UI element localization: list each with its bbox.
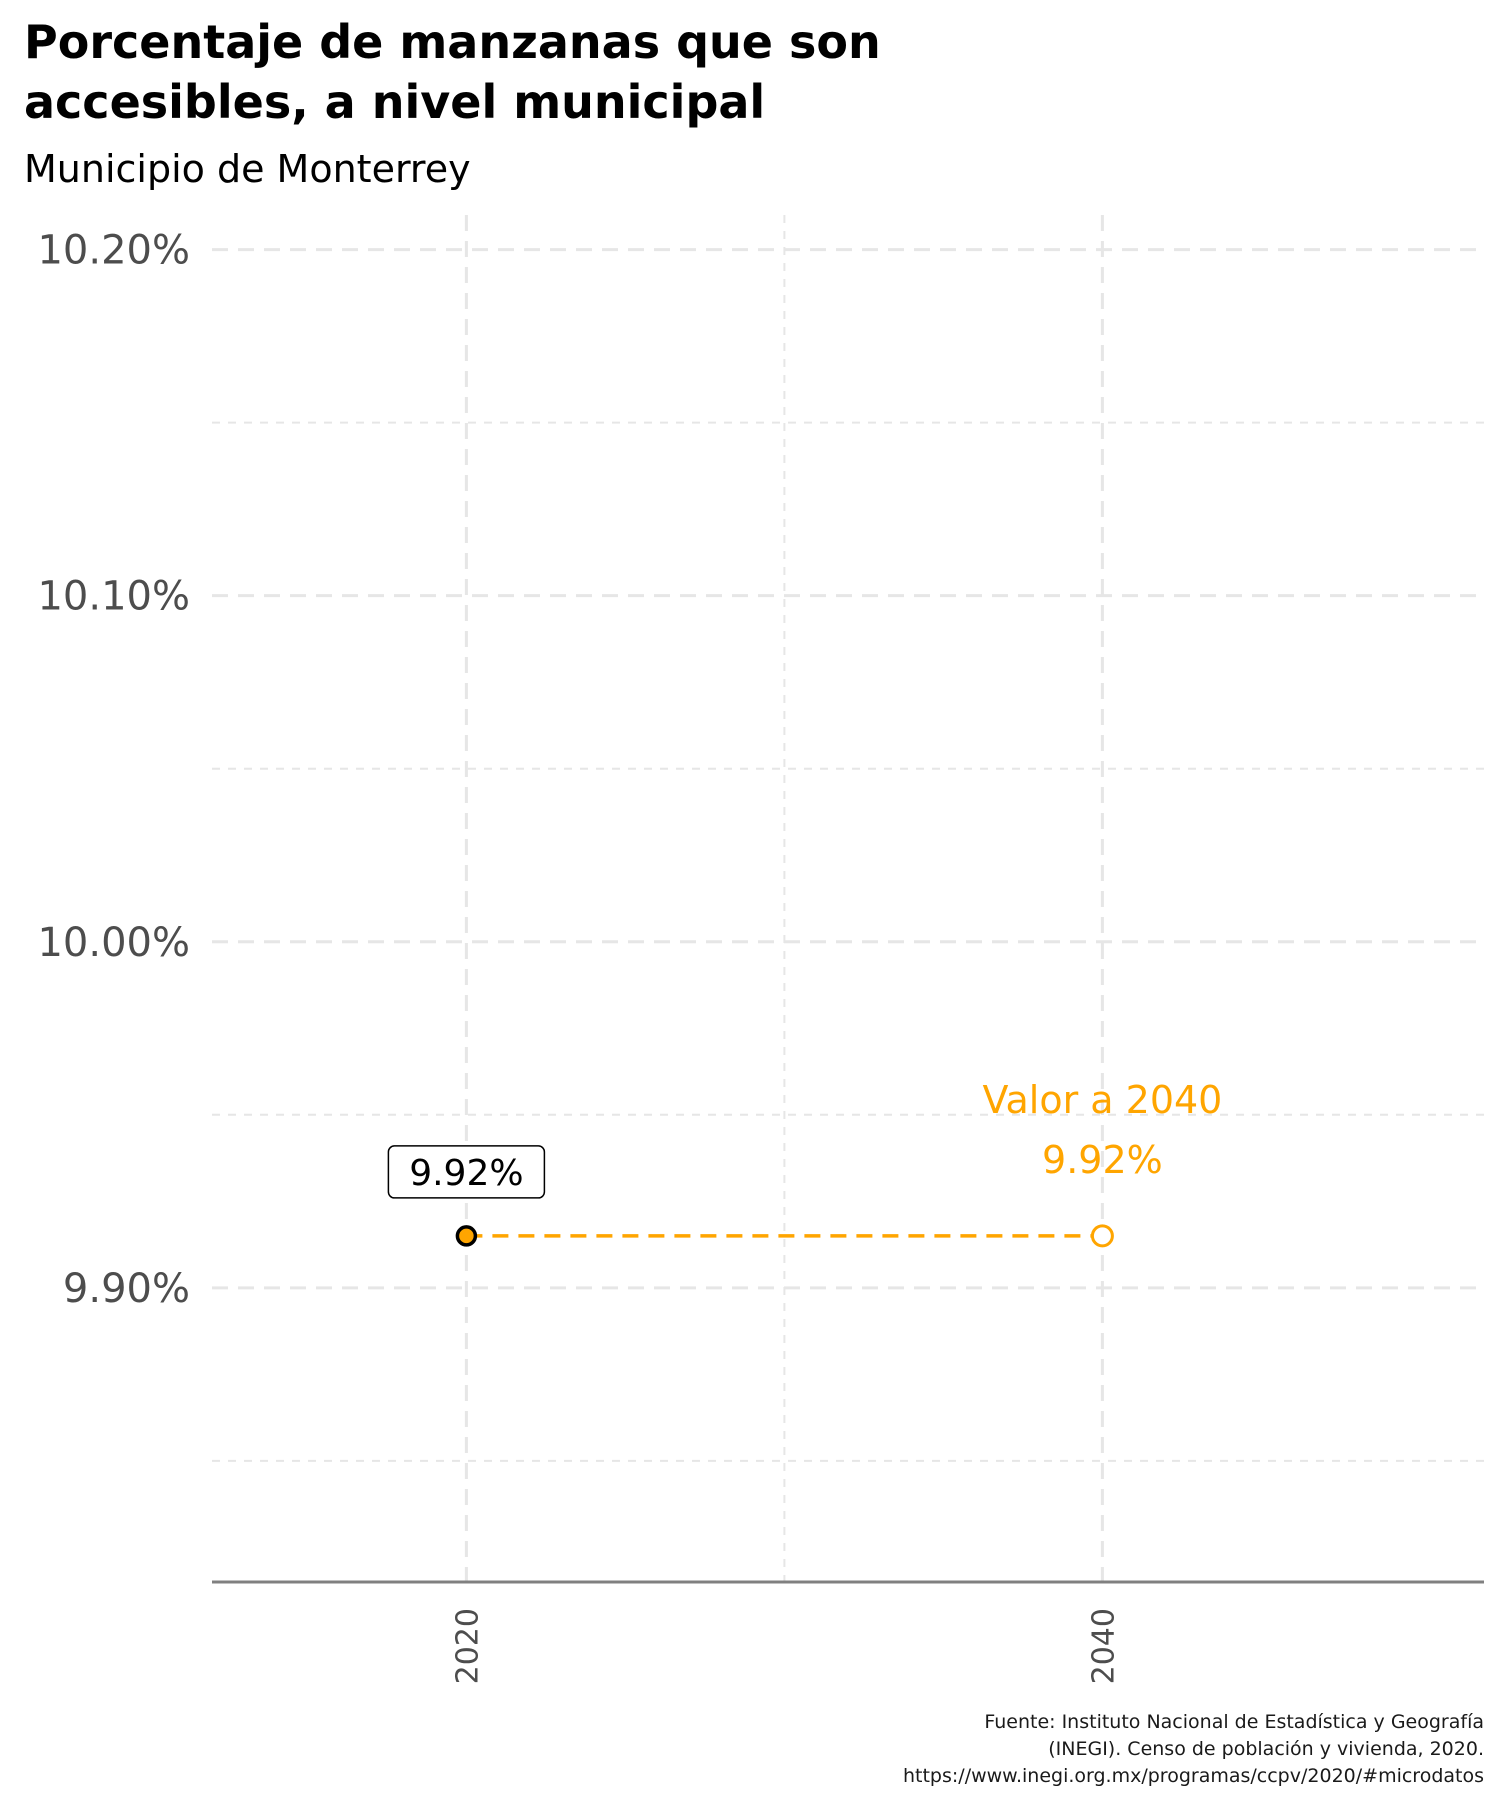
- caption-line-2: (INEGI). Censo de población y vivienda, …: [1048, 1738, 1484, 1760]
- y-tick-label: 10.00%: [37, 920, 190, 966]
- x-axis-tick-labels: 2020 2040: [450, 1608, 1121, 1684]
- annotations: 9.92% Valor a 2040 9.92%: [387, 1078, 1222, 1199]
- y-tick-label: 10.10%: [37, 574, 190, 620]
- data-point-2020: [455, 1225, 478, 1247]
- x-tick-label: 2040: [1086, 1608, 1121, 1684]
- y-tick-label: 9.90%: [63, 1266, 190, 1312]
- data-point-2040: [1090, 1224, 1114, 1248]
- start-value-label: 9.92%: [409, 1153, 523, 1194]
- y-axis-tick-labels: 9.90% 10.00% 10.10% 10.20%: [37, 228, 190, 1312]
- x-tick-label: 2020: [450, 1608, 485, 1684]
- start-value-label-box: [387, 1145, 546, 1199]
- end-annotation-value: 9.92%: [1042, 1138, 1163, 1182]
- y-tick-label: 10.20%: [37, 228, 190, 274]
- caption-line-3: https://www.inegi.org.mx/programas/ccpv/…: [903, 1765, 1484, 1787]
- caption-line-1: Fuente: Instituto Nacional de Estadístic…: [984, 1711, 1484, 1733]
- chart-subtitle: Municipio de Monterrey: [24, 147, 471, 191]
- chart-title-line-1: Porcentaje de manzanas que son: [24, 15, 881, 69]
- end-annotation-title: Valor a 2040: [982, 1078, 1222, 1122]
- series-layer: [455, 1224, 1114, 1248]
- chart-title-line-2: accesibles, a nivel municipal: [24, 75, 765, 129]
- grid-lines: [212, 215, 1484, 1582]
